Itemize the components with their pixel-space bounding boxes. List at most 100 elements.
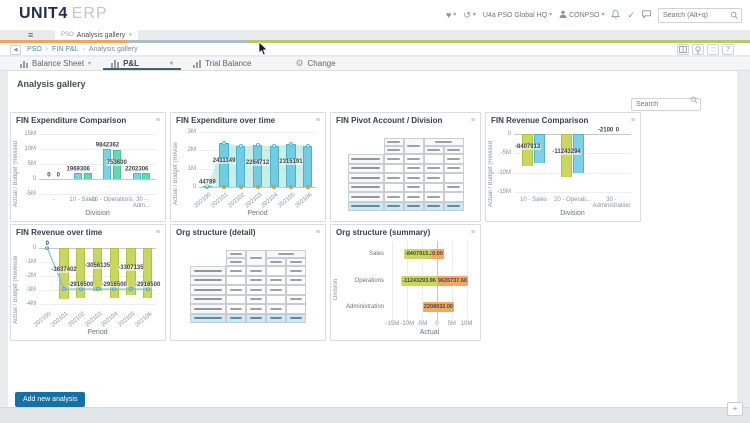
tab-analysis-gallery[interactable]: PSO Analysis gallery ×: [55, 30, 139, 40]
gear-icon: ⚙: [295, 58, 304, 68]
chat-icon[interactable]: [642, 9, 651, 21]
tab-change[interactable]: ⚙ Change: [285, 57, 345, 70]
x-axis-label: Division: [560, 210, 585, 217]
chevron-down-icon: ▾: [453, 12, 457, 18]
logo-text: UNIT4: [19, 5, 68, 22]
card-menu-icon[interactable]: ≡: [630, 117, 635, 124]
undo-icon: ↺: [463, 9, 471, 20]
pivot-table-thumbnail: [347, 138, 464, 211]
tab-label: Trial Balance: [205, 59, 252, 68]
status-bar: [0, 407, 750, 423]
chart-plot: 0 -5M -10M -15M -8407913 -11243294 -2100 0: [497, 127, 631, 196]
chart-plot: 3M 2M 1M 0 44789 2411149 2264712 2315191: [188, 129, 316, 191]
gallery-search: [631, 93, 701, 111]
breadcrumb-tools: ♡ ?: [677, 44, 734, 55]
user-menu[interactable]: CONPSO ▾: [559, 10, 604, 20]
tab-prefix: PSO: [61, 32, 74, 38]
favorite-button[interactable]: ♡: [707, 44, 719, 55]
company-name: U4a PSO Global HQ: [482, 11, 548, 19]
tab-label: Change: [307, 59, 336, 68]
card-menu-icon[interactable]: ≡: [470, 117, 475, 124]
document-tab-strip: ≡ PSO Analysis gallery ×: [0, 30, 750, 40]
tab-label: Analysis gallery: [76, 31, 126, 39]
user-name: CONPSO: [569, 11, 600, 19]
x-axis-ticks: 202100 202101 202102 202103 202104 202105 2021…: [193, 192, 314, 210]
bar-chart-icon: [111, 59, 120, 68]
x-axis-label: Actual: [419, 329, 440, 336]
x-axis-ticks: -10 - Sales 20 - Operations 30 - Adm...: [52, 197, 151, 210]
menu-hamburger-icon[interactable]: ≡: [28, 30, 34, 40]
breadcrumb-row: ◀ PSO › FIN P&L › Analysis gallery ♡ ?: [0, 43, 750, 56]
x-axis-ticks: -15M -10M -5M 0 5M 10M: [385, 321, 473, 327]
breadcrumb-pso[interactable]: PSO: [27, 46, 42, 53]
card-org-structure-detail[interactable]: Org structure (detail) ≡: [170, 224, 326, 341]
tasks-check-icon[interactable]: ✓: [627, 9, 635, 20]
page-title: Analysis gallery: [17, 79, 86, 89]
card-fin-expenditure-comparison[interactable]: FIN Expenditure Comparison ≡ Actual / Bud…: [10, 112, 166, 222]
y-axis-label: Division: [333, 279, 339, 301]
card-fin-revenue-over-time[interactable]: FIN Revenue over time ≡ Actual / Budget (…: [10, 224, 166, 341]
card-menu-icon[interactable]: ≡: [155, 229, 160, 236]
y-axis-label: Actual / Budget (Revised: [13, 140, 19, 208]
columns-icon: [679, 46, 687, 53]
card-title: FIN Revenue Comparison: [491, 116, 589, 125]
accent-strip-green: [248, 40, 750, 43]
y-axis-label: Actual / Budget (Revenue: [13, 255, 19, 324]
logo-suffix: ERP: [71, 5, 108, 22]
card-menu-icon[interactable]: ≡: [155, 117, 160, 124]
search-icon: [690, 96, 698, 104]
back-button[interactable]: ◀: [10, 45, 21, 55]
card-title: Org structure (detail): [176, 228, 256, 237]
x-axis-ticks: 10 - Sales 20 - Operati... 30 - Administra…: [519, 197, 631, 210]
chart-plot: 15M 10M 5M 0 -5M 0 1969306 9842362 2202306 0 75360…: [24, 129, 156, 197]
chart-icon: [20, 60, 28, 68]
bell-icon[interactable]: [611, 9, 621, 21]
tab-pl[interactable]: P&L ▾: [101, 57, 183, 70]
help-button[interactable]: ?: [722, 44, 734, 55]
y-axis-label: Actual / Budget (Revise: [173, 142, 179, 206]
card-menu-icon[interactable]: ≡: [315, 117, 320, 124]
close-tab-icon[interactable]: ×: [128, 31, 133, 39]
accent-strip-slate: [127, 40, 248, 43]
tab-balance-sheet[interactable]: Balance Sheet ▾: [10, 57, 101, 70]
heart-outline-icon: ♡: [709, 46, 717, 54]
card-fin-expenditure-over-time[interactable]: FIN Expenditure over time ≡ Actual / Budg…: [170, 112, 326, 222]
gallery-search-input[interactable]: [631, 98, 701, 111]
chart-plot: 0 -1M -2M -3M -4M -3637402 -3056135 -3307135 0 -2…: [25, 240, 161, 308]
global-search-input[interactable]: [658, 7, 742, 23]
chevron-down-icon: ▾: [88, 60, 92, 67]
panel-toggle-button[interactable]: +: [727, 402, 743, 416]
card-menu-icon[interactable]: ≡: [470, 229, 475, 236]
card-fin-revenue-comparison[interactable]: FIN Revenue Comparison ≡ Actual / Budget …: [485, 112, 641, 222]
add-new-analysis-button[interactable]: Add new analysis: [15, 392, 86, 407]
question-icon: ?: [726, 46, 730, 53]
card-org-structure-summary[interactable]: Org structure (summary) ≡ Division Sales O…: [330, 224, 481, 341]
pivot-table-thumbnail: [190, 250, 306, 323]
top-bar: UNIT4 ERP ♥ ▾ ↺ ▾ U4a PSO Global HQ ▾ CON…: [0, 0, 750, 30]
tab-trial-balance[interactable]: Trial Balance: [183, 57, 261, 70]
accent-strip-orange: [0, 40, 127, 43]
breadcrumb-separator: ›: [45, 46, 49, 53]
y-axis-label: Actual / Budget (Revised: [488, 140, 494, 208]
hint-button[interactable]: [692, 44, 704, 55]
top-bar-actions: ♥ ▾ ↺ ▾ U4a PSO Global HQ ▾ CONPSO ▾ ✓: [446, 0, 742, 30]
favorites-menu[interactable]: ♥ ▾: [446, 10, 457, 20]
chevron-down-icon: ▾: [170, 60, 174, 67]
breadcrumb-current: Analysis gallery: [88, 46, 138, 53]
x-axis-ticks: 202100 202101 202102 202103 202104 202105 2021…: [33, 311, 154, 329]
tab-label: P&L: [123, 59, 140, 68]
analysis-gallery-panel: Analysis gallery FIN Expenditure Compari…: [8, 71, 737, 407]
card-fin-pivot-account-division[interactable]: FIN Pivot Account / Division ≡: [330, 112, 481, 222]
breadcrumb-fin-pl[interactable]: FIN P&L: [52, 46, 79, 53]
breadcrumb: PSO › FIN P&L › Analysis gallery: [27, 46, 138, 53]
card-menu-icon[interactable]: ≡: [315, 229, 320, 236]
history-menu[interactable]: ↺ ▾: [463, 9, 476, 20]
card-title: Org structure (summary): [336, 228, 431, 237]
active-tab-underline: [103, 68, 182, 70]
company-selector[interactable]: U4a PSO Global HQ ▾: [483, 12, 552, 19]
tab-label: Balance Sheet: [32, 59, 85, 68]
user-icon: [559, 10, 567, 20]
card-title: FIN Revenue over time: [16, 228, 103, 237]
layout-columns-button[interactable]: [677, 44, 689, 55]
